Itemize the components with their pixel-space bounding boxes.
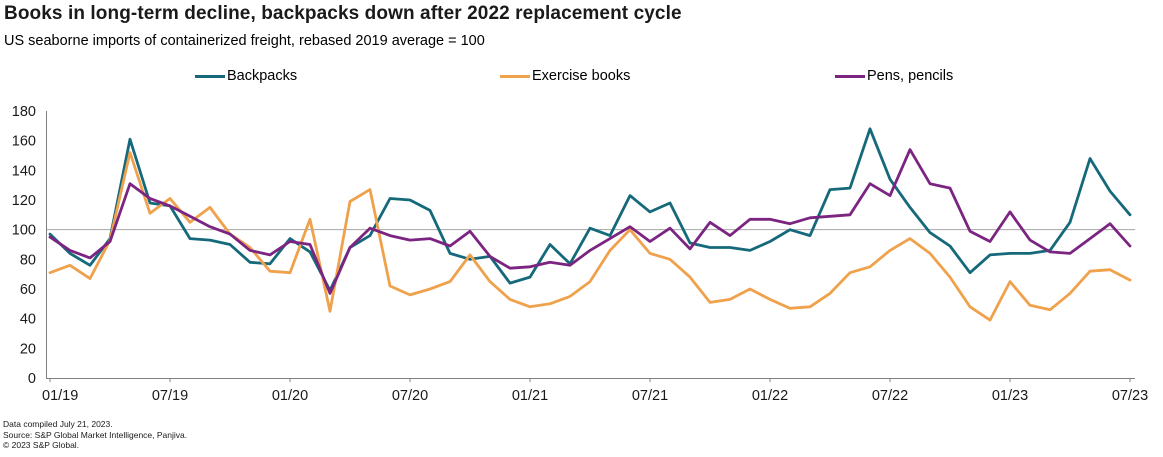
pens-pencils-line-swatch-icon (835, 74, 865, 78)
legend-item-backpacks: Backpacks (195, 68, 297, 84)
y-axis-tick-label: 60 (20, 282, 36, 298)
y-axis-tick-label: 0 (28, 371, 36, 387)
x-axis-tick-label: 07/22 (872, 388, 908, 404)
chart-title: Books in long-term decline, backpacks do… (4, 3, 682, 24)
legend-label-exercise-books: Exercise books (532, 68, 631, 84)
series-line-pens-pencils (48, 148, 1132, 295)
x-axis-tick-label: 01/19 (42, 388, 78, 404)
y-axis-tick-label: 140 (12, 163, 36, 179)
x-axis-tick-label: 07/20 (392, 388, 428, 404)
y-axis-tick-label: 40 (20, 312, 36, 328)
chart-subtitle: US seaborne imports of containerized fre… (4, 33, 485, 49)
y-axis-tick-label: 160 (12, 134, 36, 150)
x-axis-tick-label: 01/22 (752, 388, 788, 404)
y-axis-tick-label: 20 (20, 341, 36, 357)
y-axis-tick-label: 120 (12, 193, 36, 209)
x-axis-tick-label: 01/23 (992, 388, 1028, 404)
series-line-backpacks (48, 127, 1132, 292)
y-axis-tick-label: 180 (12, 104, 36, 120)
y-axis-tick-label: 100 (12, 223, 36, 239)
backpacks-line-swatch-icon (195, 74, 225, 78)
source-note: Data compiled July 21, 2023. Source: S&P… (3, 419, 187, 451)
footer-compiled-line: Data compiled July 21, 2023. (3, 419, 113, 429)
x-axis-tick-label: 07/19 (152, 388, 188, 404)
y-axis-tick-label: 80 (20, 252, 36, 268)
footer-copyright-line: © 2023 S&P Global. (3, 440, 80, 450)
legend-label-backpacks: Backpacks (227, 68, 298, 84)
x-axis-tick-label: 01/20 (272, 388, 308, 404)
footer-source-line: Source: S&P Global Market Intelligence, … (3, 429, 188, 440)
x-axis-tick-label: 07/21 (632, 388, 668, 404)
x-axis-tick-label: 01/21 (512, 388, 548, 404)
legend-label-pens-pencils: Pens, pencils (867, 68, 954, 84)
legend-item-pens-pencils: Pens, pencils (835, 68, 953, 84)
exercise-books-line-swatch-icon (500, 74, 530, 78)
x-axis-tick-label: 07/23 (1112, 388, 1148, 404)
legend-item-exercise-books: Exercise books (500, 68, 630, 84)
series-line-exercise-books (48, 151, 1132, 322)
